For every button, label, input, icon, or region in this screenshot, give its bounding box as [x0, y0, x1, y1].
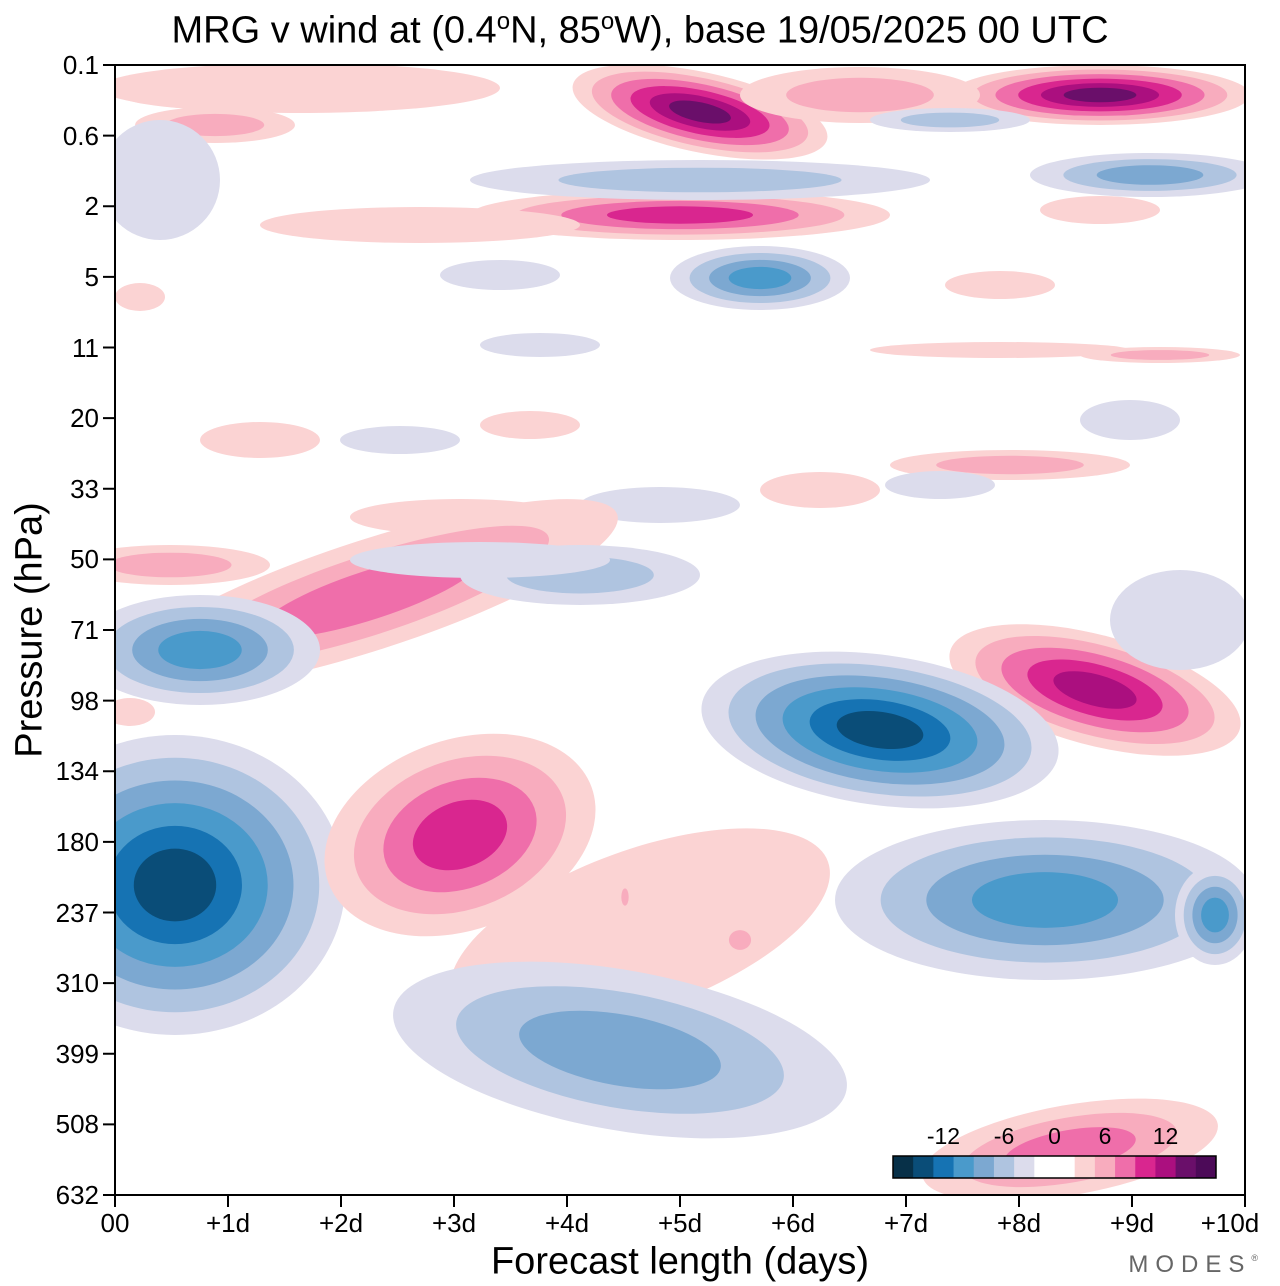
negative-contour-band — [519, 1010, 721, 1090]
colorbar-swatch — [1135, 1156, 1156, 1178]
y-tick-label: 5 — [84, 261, 99, 292]
x-tick-label: +8d — [996, 1208, 1042, 1238]
positive-contour-band — [412, 799, 508, 871]
y-axis-label: Pressure (hPa) — [8, 502, 51, 758]
positive-contour-band — [480, 411, 580, 439]
colorbar-swatch — [1155, 1156, 1177, 1178]
y-tick-label: 71 — [70, 615, 99, 645]
negative-contour-band — [1201, 897, 1229, 933]
positive-contour-band — [728, 930, 752, 950]
colorbar-swatch — [1014, 1156, 1035, 1178]
negative-contour-band — [158, 630, 242, 670]
positive-contour-band — [936, 455, 1084, 475]
positive-contour-band — [1063, 87, 1137, 103]
axis-ticks — [103, 64, 1246, 1207]
x-tick-label: +10d — [1200, 1208, 1260, 1238]
negative-contour-band — [580, 487, 740, 523]
negative-contour-band — [440, 260, 560, 290]
colorbar-swatch — [1074, 1156, 1096, 1178]
y-tick-label: 33 — [70, 473, 99, 504]
chart-title: MRG v wind at (0.4oN, 85oW), base 19/05/… — [171, 8, 1109, 52]
y-tick-label: 508 — [55, 1109, 99, 1140]
colorbar-tick-label: 12 — [1152, 1123, 1179, 1149]
positive-contour-band — [606, 206, 754, 224]
x-tick-label: +3d — [431, 1208, 477, 1238]
x-tick-label: +9d — [1109, 1208, 1155, 1238]
y-tick-label: 134 — [55, 756, 99, 787]
x-tick-label: +7d — [883, 1208, 929, 1238]
y-tick-label: 0.6 — [62, 120, 99, 151]
colorbar-swatch — [1034, 1156, 1055, 1178]
y-tick-label: 632 — [55, 1180, 99, 1210]
colorbar-swatch — [953, 1156, 975, 1178]
positive-contour-band — [669, 100, 731, 124]
positive-contour-band — [786, 77, 934, 113]
colorbar-swatch — [973, 1156, 995, 1178]
x-tick-label: 00 — [100, 1208, 130, 1238]
positive-contour-band — [260, 207, 580, 243]
y-tick-label: 11 — [72, 332, 99, 363]
x-tick-label: +5d — [657, 1208, 703, 1238]
negative-contour-band — [1080, 400, 1180, 440]
positive-contour-band — [760, 472, 880, 508]
y-tick-label: 50 — [70, 544, 99, 575]
colorbar-tick-label: 6 — [1098, 1123, 1112, 1149]
colorbar-tick-label: 0 — [1048, 1123, 1061, 1149]
negative-contour-band — [885, 471, 995, 499]
y-tick-label: 399 — [55, 1038, 99, 1069]
colorbar-swatch — [893, 1156, 914, 1178]
x-tick-label: +1d — [205, 1208, 251, 1238]
positive-contour-band — [200, 422, 320, 458]
negative-contour-band — [1096, 165, 1204, 185]
y-tick-label: 2 — [84, 191, 99, 222]
negative-contour-band — [1110, 570, 1245, 670]
colorbar-swatch — [1195, 1156, 1217, 1178]
positive-contour-band — [115, 283, 165, 311]
negative-contour-band — [340, 426, 460, 454]
y-tick-label: 310 — [55, 968, 99, 999]
colorbar-swatch — [1054, 1156, 1076, 1178]
negative-contour-band — [480, 333, 600, 357]
positive-contour-band — [945, 271, 1055, 299]
colorbar-swatch — [1175, 1156, 1197, 1178]
negative-contour-band — [728, 266, 792, 290]
colorbar — [892, 1155, 1217, 1179]
colorbar-swatch — [933, 1156, 955, 1178]
negative-contour-band — [558, 167, 842, 193]
negative-contour-band — [971, 872, 1119, 928]
colorbar-swatch — [913, 1156, 934, 1178]
y-tick-label: 20 — [70, 403, 99, 434]
negative-contour-band — [133, 848, 217, 922]
x-tick-label: +4d — [544, 1208, 590, 1238]
x-axis-label: Forecast length (days) — [490, 1240, 870, 1283]
x-tick-label: +6d — [770, 1208, 816, 1238]
positive-contour-band — [621, 888, 629, 906]
colorbar-tick-label: -12 — [926, 1123, 961, 1149]
colorbar-frame — [892, 1155, 1217, 1179]
y-tick-label: 0.1 — [62, 50, 99, 80]
positive-contour-band — [115, 65, 500, 113]
y-tick-label: 180 — [55, 826, 99, 857]
negative-contour-band — [836, 710, 924, 750]
positive-contour-band — [870, 342, 1130, 358]
positive-contour-band — [1110, 350, 1210, 360]
colorbar-tick-label: -6 — [993, 1123, 1015, 1149]
negative-contour-band — [350, 542, 610, 578]
colorbar-swatch — [993, 1156, 1015, 1178]
y-tick-label: 237 — [55, 897, 99, 928]
negative-contour-band — [115, 120, 220, 240]
positive-contour-band — [1053, 671, 1137, 709]
colorbar-swatch — [1115, 1156, 1136, 1178]
x-tick-label: +2d — [318, 1208, 364, 1238]
positive-contour-band — [115, 552, 232, 578]
positive-contour-band — [1040, 196, 1160, 224]
contour-field — [115, 65, 1245, 1195]
colorbar-swatch — [1094, 1156, 1116, 1178]
positive-contour-band — [115, 698, 155, 726]
negative-contour-band — [900, 112, 1000, 128]
brand-logo: MODES® — [1128, 1251, 1258, 1278]
y-tick-label: 98 — [70, 685, 99, 716]
